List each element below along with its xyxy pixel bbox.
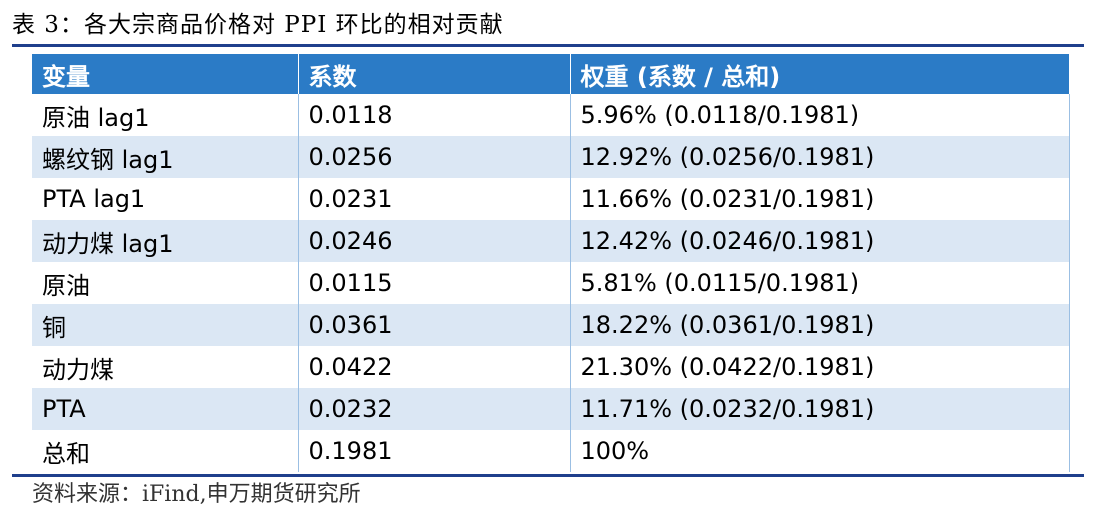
contribution-table: 变量 系数 权重 (系数 / 总和) 原油 lag1 0.0118 5.96% … <box>32 54 1070 472</box>
cell-weight: 11.71% (0.0232/0.1981) <box>570 388 1070 430</box>
table-title: 表 3：各大宗商品价格对 PPI 环比的相对贡献 <box>12 12 504 38</box>
cell-coefficient: 0.0231 <box>298 178 571 220</box>
cell-coefficient: 0.0118 <box>298 94 571 136</box>
cell-coefficient: 0.0246 <box>298 220 571 262</box>
header-weight: 权重 (系数 / 总和) <box>570 54 1069 94</box>
cell-weight: 5.81% (0.0115/0.1981) <box>570 262 1070 304</box>
cell-weight: 12.42% (0.0246/0.1981) <box>570 220 1070 262</box>
cell-coefficient: 0.0232 <box>298 388 571 430</box>
cell-coefficient: 0.1981 <box>298 430 571 472</box>
cell-coefficient: 0.0361 <box>298 304 571 346</box>
cell-variable: 动力煤 lag1 <box>32 220 299 262</box>
header-coefficient: 系数 <box>298 54 571 94</box>
cell-coefficient: 0.0115 <box>298 262 571 304</box>
bottom-rule <box>12 474 1084 477</box>
cell-variable: 动力煤 <box>32 346 299 388</box>
table-row: 动力煤 lag1 0.0246 12.42% (0.0246/0.1981) <box>32 220 1070 262</box>
cell-variable: PTA lag1 <box>32 178 299 220</box>
header-variable: 变量 <box>32 54 299 94</box>
table-row: 动力煤 0.0422 21.30% (0.0422/0.1981) <box>32 346 1070 388</box>
cell-weight: 11.66% (0.0231/0.1981) <box>570 178 1070 220</box>
header-row: 变量 系数 权重 (系数 / 总和) <box>32 54 1069 94</box>
table-row: 原油 0.0115 5.81% (0.0115/0.1981) <box>32 262 1070 304</box>
cell-variable: PTA <box>32 388 299 430</box>
source-note: 资料来源：iFind,申万期货研究所 <box>32 482 361 507</box>
cell-coefficient: 0.0256 <box>298 136 571 178</box>
table-row: PTA lag1 0.0231 11.66% (0.0231/0.1981) <box>32 178 1070 220</box>
cell-weight: 12.92% (0.0256/0.1981) <box>570 136 1070 178</box>
cell-variable: 原油 <box>32 262 299 304</box>
table-row: 总和 0.1981 100% <box>32 430 1070 472</box>
top-rule <box>12 44 1084 47</box>
cell-weight: 21.30% (0.0422/0.1981) <box>570 346 1070 388</box>
cell-variable: 铜 <box>32 304 299 346</box>
cell-variable: 总和 <box>32 430 299 472</box>
cell-weight: 5.96% (0.0118/0.1981) <box>570 94 1070 136</box>
cell-weight: 18.22% (0.0361/0.1981) <box>570 304 1070 346</box>
table-row: 原油 lag1 0.0118 5.96% (0.0118/0.1981) <box>32 94 1070 136</box>
table-row: 铜 0.0361 18.22% (0.0361/0.1981) <box>32 304 1070 346</box>
cell-variable: 原油 lag1 <box>32 94 299 136</box>
table-row: 螺纹钢 lag1 0.0256 12.92% (0.0256/0.1981) <box>32 136 1070 178</box>
table-row: PTA 0.0232 11.71% (0.0232/0.1981) <box>32 388 1070 430</box>
cell-variable: 螺纹钢 lag1 <box>32 136 299 178</box>
cell-coefficient: 0.0422 <box>298 346 571 388</box>
cell-weight: 100% <box>570 430 1070 472</box>
